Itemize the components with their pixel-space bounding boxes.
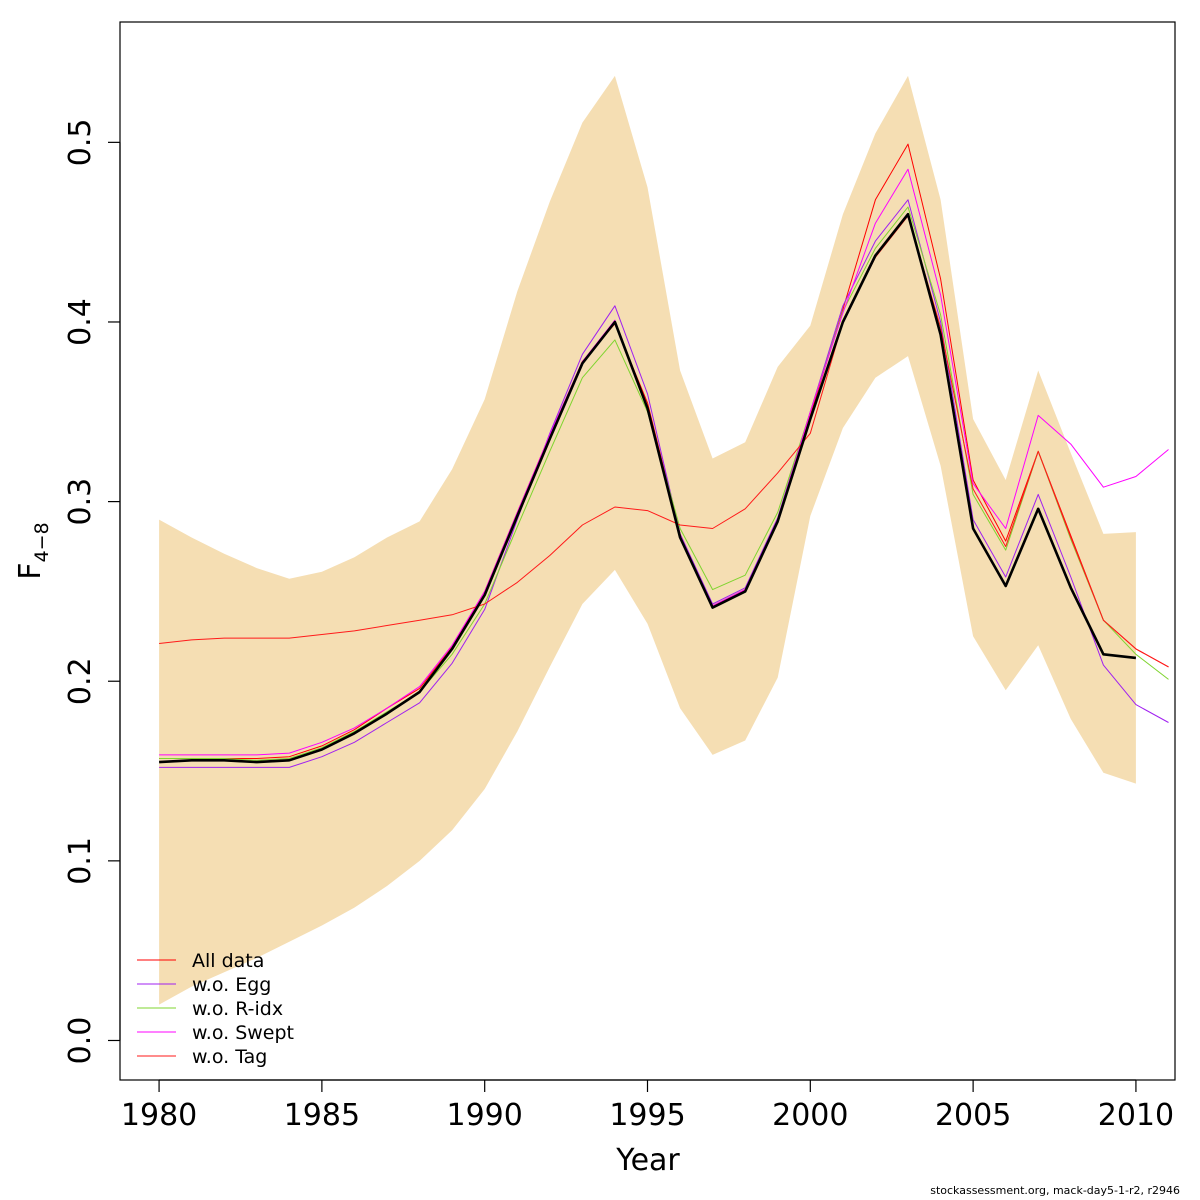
svg-text:F4−8: F4−8 bbox=[13, 522, 53, 579]
x-tick-label: 2010 bbox=[1098, 1098, 1174, 1133]
y-axis-title-main: F bbox=[13, 562, 48, 579]
confidence-band-layer bbox=[159, 75, 1136, 1005]
y-tick-label: 0.3 bbox=[63, 478, 98, 526]
y-tick-label: 0.1 bbox=[63, 837, 98, 885]
legend-label-all-data: All data bbox=[192, 950, 264, 972]
y-tick-label: 0.2 bbox=[63, 657, 98, 705]
legend-label-w-o-r-idx: w.o. R-idx bbox=[192, 998, 283, 1020]
y-axis-title: F4−8 ‾ bbox=[0, 522, 53, 579]
legend-label-w-o-tag: w.o. Tag bbox=[192, 1046, 267, 1068]
y-tick-label: 0.4 bbox=[63, 298, 98, 346]
x-tick-label: 1980 bbox=[121, 1098, 197, 1133]
legend-label-w-o-swept: w.o. Swept bbox=[192, 1022, 294, 1044]
legend-label-w-o-egg: w.o. Egg bbox=[192, 974, 271, 996]
y-axis-title-overbar: ‾ bbox=[0, 557, 28, 574]
y-axis: 0.0 0.1 0.2 0.3 0.4 0.5 bbox=[63, 118, 121, 1065]
series-line-w-o-egg bbox=[159, 199, 1169, 768]
x-tick-label: 1985 bbox=[284, 1098, 360, 1133]
series-line-estimate bbox=[159, 212, 1137, 764]
x-axis-title: Year bbox=[615, 1143, 680, 1178]
y-tick-label: 0.0 bbox=[63, 1017, 98, 1065]
footer-note: stockassessment.org, mack-day5-1-r2, r29… bbox=[930, 1184, 1180, 1197]
x-axis: 1980 1985 1990 1995 2000 2005 2010 bbox=[121, 1079, 1174, 1133]
x-tick-label: 2000 bbox=[772, 1098, 848, 1133]
y-tick-label: 0.5 bbox=[63, 118, 98, 166]
x-tick-label: 1990 bbox=[447, 1098, 523, 1133]
confidence-band bbox=[159, 75, 1136, 1005]
x-tick-label: 2005 bbox=[935, 1098, 1011, 1133]
y-axis-title-subscript: 4−8 bbox=[31, 522, 53, 562]
series-line-w-o-tag bbox=[159, 215, 1169, 668]
x-tick-label: 1995 bbox=[609, 1098, 685, 1133]
series-layer bbox=[159, 143, 1169, 768]
